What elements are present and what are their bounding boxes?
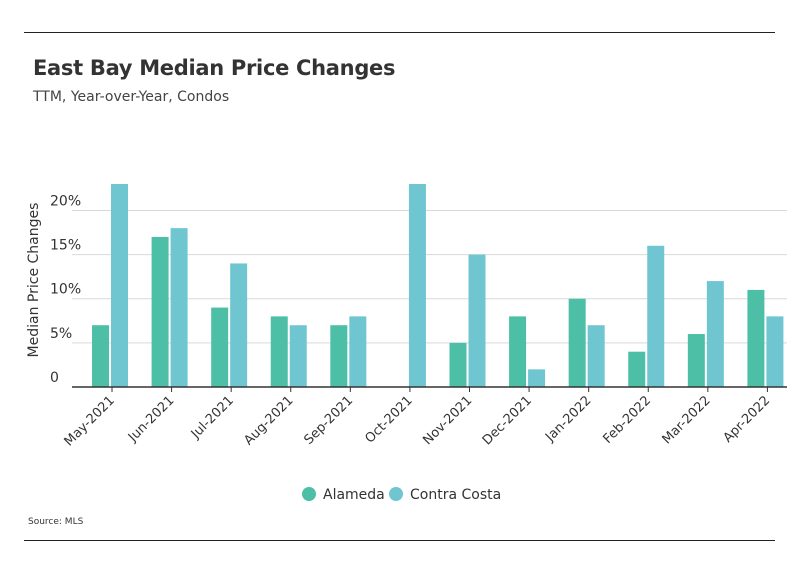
x-tick-label: Dec-2021 [480, 393, 535, 448]
bar-alameda-aug-2021 [270, 316, 288, 387]
x-tick-label: Nov-2021 [420, 393, 475, 448]
bar-contra-costa-may-2021 [111, 184, 128, 387]
y-tick-label: 10% [50, 282, 81, 298]
bar-alameda-mar-2022 [687, 334, 705, 387]
chart-subtitle: TTM, Year-over-Year, Condos [33, 89, 230, 105]
legend-swatch [389, 487, 403, 501]
bar-alameda-jun-2021 [151, 236, 169, 387]
bar-contra-costa-mar-2022 [706, 281, 724, 387]
x-tick-label: Feb-2022 [600, 393, 654, 447]
x-tick-label: May-2021 [62, 393, 118, 449]
bar-alameda-feb-2022 [628, 351, 646, 387]
bar-alameda-apr-2022 [747, 289, 765, 387]
y-tick-labels: 0 5% 10% 15% 20% [50, 193, 81, 386]
bar-contra-costa-jun-2021 [170, 228, 188, 387]
bar-alameda-jul-2021 [211, 307, 229, 387]
legend: Alameda Contra Costa [302, 487, 501, 503]
bar-contra-costa-apr-2022 [766, 316, 784, 387]
y-tick-label: 5% [50, 326, 72, 342]
legend-label: Contra Costa [410, 487, 501, 503]
bar-contra-costa-aug-2021 [289, 325, 307, 387]
y-tick-label: 20% [50, 193, 81, 209]
bars [92, 184, 784, 387]
x-tick-label: Mar-2022 [660, 393, 714, 447]
x-tick-label: Sep-2021 [302, 393, 357, 448]
bar-alameda-jan-2022 [568, 298, 586, 387]
x-tick-label: Apr-2022 [721, 393, 774, 446]
x-tick-label: Aug-2021 [241, 393, 296, 448]
bar-contra-costa-feb-2022 [647, 245, 665, 387]
y-axis-label: Median Price Changes [26, 203, 42, 358]
x-tick-label: Jan-2022 [542, 393, 594, 445]
bar-alameda-may-2021 [92, 325, 109, 387]
bar-contra-costa-sep-2021 [349, 316, 367, 387]
legend-label: Alameda [323, 487, 385, 503]
chart-title: East Bay Median Price Changes [33, 56, 396, 80]
x-tick-label: Oct-2021 [363, 393, 416, 446]
bar-alameda-sep-2021 [330, 325, 348, 387]
bar-contra-costa-jul-2021 [230, 263, 248, 387]
y-tick-label: 15% [50, 238, 81, 254]
x-tick-labels: May-2021 Jun-2021 Jul-2021 Aug-2021 Sep-2021… [62, 387, 774, 449]
bar-contra-costa-jan-2022 [587, 325, 605, 387]
legend-swatch [302, 487, 316, 501]
source-note: Source: MLS [28, 517, 84, 527]
top-rule [24, 32, 775, 33]
bar-alameda-dec-2021 [509, 316, 527, 387]
x-tick-label: Jun-2021 [125, 393, 177, 445]
bar-contra-costa-nov-2021 [468, 254, 486, 387]
grid-lines [72, 209, 787, 344]
bar-alameda-nov-2021 [449, 342, 467, 387]
bottom-rule [24, 540, 775, 541]
y-tick-label: 0 [50, 370, 59, 386]
bar-contra-costa-oct-2021 [408, 184, 426, 387]
x-tick-label: Jul-2021 [188, 393, 237, 442]
bar-contra-costa-dec-2021 [528, 369, 546, 387]
